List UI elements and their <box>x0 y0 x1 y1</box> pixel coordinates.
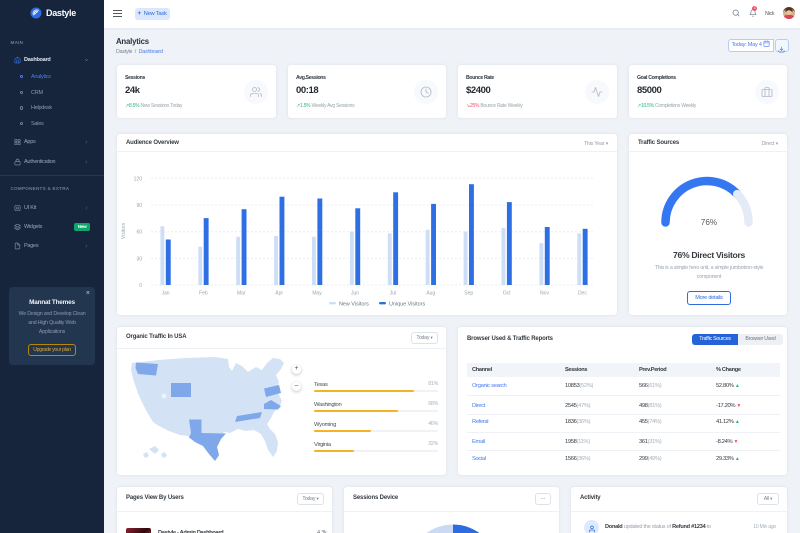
svg-text:30: 30 <box>136 256 142 262</box>
svg-text:Nov: Nov <box>540 290 549 296</box>
svg-text:New Visitors: New Visitors <box>339 302 369 308</box>
svg-text:60: 60 <box>136 230 142 236</box>
svg-text:Dec: Dec <box>578 290 587 296</box>
svg-text:90: 90 <box>136 203 142 209</box>
svg-text:Apr: Apr <box>275 290 283 296</box>
svg-text:Sep: Sep <box>464 290 473 296</box>
svg-text:Visitors: Visitors <box>121 222 127 239</box>
svg-text:Unique Visitors: Unique Visitors <box>389 302 425 308</box>
svg-text:0: 0 <box>139 283 142 289</box>
svg-text:Feb: Feb <box>199 290 208 296</box>
svg-text:Oct: Oct <box>503 290 511 296</box>
svg-text:Mar: Mar <box>237 290 246 296</box>
svg-text:May: May <box>312 290 322 296</box>
svg-text:120: 120 <box>134 176 143 182</box>
svg-text:Jul: Jul <box>390 290 396 296</box>
svg-text:Jun: Jun <box>351 290 359 296</box>
svg-text:Jan: Jan <box>161 290 169 296</box>
svg-text:Aug: Aug <box>426 290 435 296</box>
